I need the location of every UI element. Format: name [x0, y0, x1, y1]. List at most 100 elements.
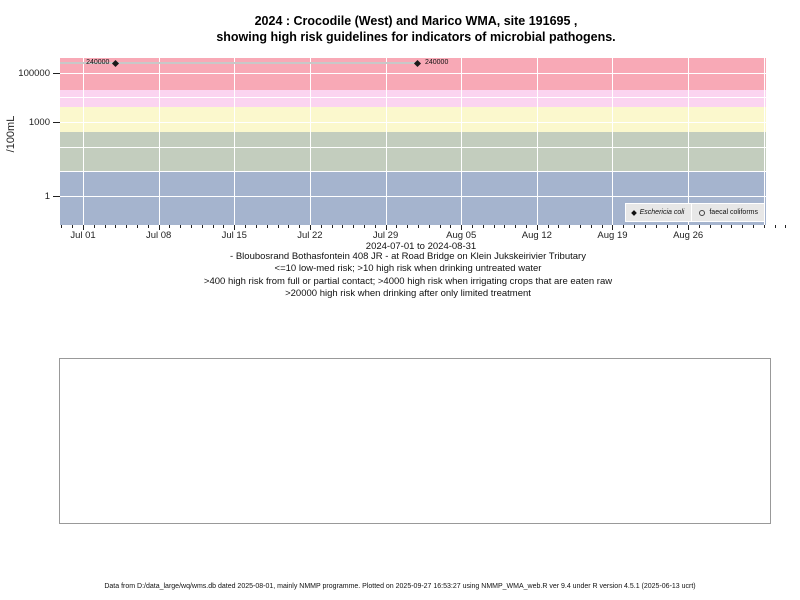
x-minor-tick	[558, 225, 560, 228]
x-gridline	[310, 58, 311, 225]
x-gridline	[234, 58, 235, 225]
caption-guideline-limited-treatment: >20000 high risk when drinking after onl…	[285, 288, 531, 300]
x-minor-tick	[255, 225, 257, 228]
x-minor-tick	[720, 225, 722, 228]
x-minor-tick	[201, 225, 203, 228]
risk-band-4000-20000-irrigating-crops-eaten-raw	[60, 89, 766, 107]
x-gridline	[688, 58, 689, 225]
legend-divider	[691, 204, 693, 221]
x-minor-tick	[472, 225, 474, 228]
x-major-tick	[612, 225, 614, 230]
x-major-tick	[385, 225, 387, 230]
y-tick-mark	[53, 72, 60, 74]
x-tick-label: Aug 26	[673, 230, 704, 241]
plot-area: 240000 240000 Eschericia coli faecal coli…	[60, 58, 766, 225]
x-tick-label: Aug 19	[597, 230, 628, 241]
x-axis-range-note: 2024-07-01 to 2024-08-31	[365, 241, 477, 252]
x-minor-tick	[547, 225, 549, 228]
x-major-tick	[158, 225, 160, 230]
x-minor-tick	[72, 225, 74, 228]
x-tick-label: Jul 22	[297, 230, 323, 241]
y-tick-label: 1	[44, 191, 50, 202]
x-minor-tick	[731, 225, 733, 228]
data-point-label: 240000	[424, 59, 449, 67]
x-minor-tick	[709, 225, 711, 228]
y-gridline	[60, 147, 766, 148]
y-gridline	[60, 97, 766, 98]
caption-block: - Bloubosrand Bothasfontein 408 JR - at …	[8, 251, 800, 301]
y-tick-label: 100000	[18, 67, 50, 79]
x-minor-tick	[623, 225, 625, 228]
y-gridline	[60, 122, 766, 123]
data-point-label: 240000	[86, 59, 110, 67]
x-major-tick	[536, 225, 538, 230]
x-minor-tick	[266, 225, 268, 228]
x-minor-tick	[299, 225, 301, 228]
caption-guideline-drinking-untreated: <=10 low-med risk; >10 high risk when dr…	[274, 263, 542, 275]
x-minor-tick	[374, 225, 376, 228]
x-gridline	[537, 58, 538, 225]
chart-title-line2: showing high risk guidelines for indicat…	[216, 30, 616, 44]
x-minor-tick	[407, 225, 409, 228]
x-minor-tick	[223, 225, 225, 228]
x-minor-tick	[526, 225, 528, 228]
x-minor-tick	[666, 225, 668, 228]
x-tick-label: Jul 15	[221, 230, 247, 241]
legend-entry-faecal-coliforms: faecal coliforms	[699, 209, 758, 216]
x-tick-label: Jul 01	[70, 230, 96, 241]
footer-note: Data from D:/data_large/wq/wms.db dated …	[104, 583, 696, 590]
x-minor-tick	[331, 225, 333, 228]
x-minor-tick	[504, 225, 506, 228]
x-minor-tick	[439, 225, 441, 228]
x-minor-tick	[180, 225, 182, 228]
x-minor-tick	[644, 225, 646, 228]
x-minor-tick	[147, 225, 149, 228]
x-gridline	[461, 58, 462, 225]
legend-label-faecal-coliforms: faecal coliforms	[709, 209, 758, 216]
caption-site-line: - Bloubosrand Bothasfontein 408 JR - at …	[230, 251, 586, 262]
x-minor-tick	[137, 225, 139, 228]
x-minor-tick	[396, 225, 398, 228]
chart-title-line1: 2024 : Crocodile (West) and Marico WMA, …	[254, 14, 578, 28]
x-minor-tick	[742, 225, 744, 228]
x-minor-tick	[61, 225, 63, 228]
y-tick-mark	[53, 196, 60, 197]
x-minor-tick	[212, 225, 214, 228]
legend: Eschericia coli faecal coliforms	[624, 203, 765, 222]
x-minor-tick	[450, 225, 452, 228]
chart-figure: /100mL 240000 240000 Eschericia coli faec…	[5, 58, 800, 301]
x-gridline	[764, 58, 765, 225]
x-minor-tick	[569, 225, 571, 228]
x-minor-tick	[580, 225, 582, 228]
x-minor-tick	[590, 225, 592, 228]
x-minor-tick	[634, 225, 636, 228]
x-minor-tick	[774, 225, 776, 228]
x-minor-tick	[601, 225, 603, 228]
x-tick-label: Aug 12	[521, 230, 552, 241]
x-minor-tick	[93, 225, 95, 228]
x-minor-tick	[353, 225, 355, 228]
x-minor-tick	[417, 225, 419, 228]
x-minor-tick	[277, 225, 279, 228]
x-minor-tick	[785, 225, 787, 228]
x-minor-tick	[342, 225, 344, 228]
x-major-tick	[688, 225, 690, 230]
y-gridline	[60, 196, 766, 197]
legend-entry-ecoli: Eschericia coli	[630, 209, 684, 216]
x-major-tick	[461, 225, 463, 230]
x-gridline	[83, 58, 84, 225]
x-minor-tick	[677, 225, 679, 228]
x-gridline	[386, 58, 387, 225]
x-minor-tick	[363, 225, 365, 228]
x-minor-tick	[515, 225, 517, 228]
y-tick-label: 1000	[28, 116, 50, 128]
y-gridline	[60, 73, 766, 74]
x-minor-tick	[320, 225, 322, 228]
x-tick-label: Aug 05	[446, 230, 477, 241]
x-gridline	[612, 58, 613, 225]
x-minor-tick	[191, 225, 193, 228]
x-minor-tick	[655, 225, 657, 228]
y-axis-label: /100mL	[5, 115, 17, 153]
x-minor-tick	[698, 225, 700, 228]
caption-guideline-contact-irrigation: >400 high risk from full or partial cont…	[203, 275, 613, 287]
